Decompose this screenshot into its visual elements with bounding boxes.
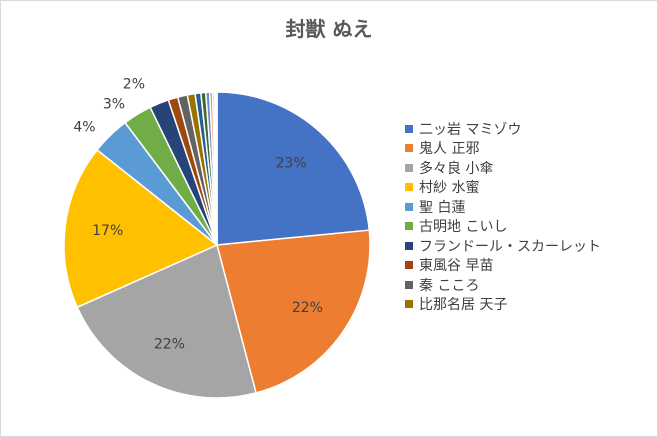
legend-item: 聖 白蓮 [405, 197, 601, 217]
legend-item: フランドール・スカーレット [405, 236, 601, 256]
pie-slice [76, 243, 257, 399]
legend-swatch [405, 222, 413, 231]
legend-swatch [405, 280, 413, 289]
legend-item: 古明地 こいし [405, 217, 601, 237]
legend-swatch [405, 163, 413, 172]
legend-swatch [405, 261, 413, 270]
data-label: 4% [73, 119, 95, 135]
legend-item: 多々良 小傘 [405, 158, 601, 178]
legend-swatch [405, 202, 413, 211]
legend-item: 秦 こころ [405, 275, 601, 295]
legend-label: 多々良 小傘 [419, 160, 494, 177]
legend-label: 比那名居 天子 [419, 297, 508, 314]
legend-swatch [405, 300, 413, 309]
legend-label: 村紗 水蜜 [419, 180, 480, 197]
legend-label: 秦 こころ [419, 277, 480, 294]
legend-swatch [405, 241, 413, 250]
data-label: 2% [123, 76, 145, 92]
legend: 二ッ岩 マミゾウ 鬼人 正邪多々良 小傘 村紗 水蜜聖 白蓮古明地 こいしフランドー… [405, 119, 601, 314]
data-label: 17% [92, 223, 123, 239]
pie-slice [216, 229, 371, 394]
legend-label: フランドール・スカーレット [419, 238, 601, 255]
pie-slice [63, 148, 219, 309]
pie-slice [216, 91, 371, 246]
legend-item: 比那名居 天子 [405, 295, 601, 315]
data-label: 23% [275, 155, 306, 171]
legend-label: 二ッ岩 マミゾウ [419, 121, 522, 138]
legend-item: 村紗 水蜜 [405, 178, 601, 198]
legend-item: 二ッ岩 マミゾウ [405, 119, 601, 139]
data-label: 22% [154, 336, 185, 352]
data-label: 22% [292, 300, 323, 316]
legend-label: 聖 白蓮 [419, 199, 466, 216]
data-label: 3% [103, 96, 125, 112]
pie-slice [215, 91, 218, 246]
legend-item: 鬼人 正邪 [405, 139, 601, 159]
legend-label: 古明地 こいし [419, 219, 508, 236]
legend-swatch [405, 183, 413, 192]
chart-title: 封獣 ぬえ [285, 17, 373, 41]
legend-label: 鬼人 正邪 [419, 141, 480, 158]
legend-swatch [405, 124, 413, 133]
legend-item: 東風谷 早苗 [405, 256, 601, 276]
legend-swatch [405, 144, 413, 153]
legend-label: 東風谷 早苗 [419, 258, 494, 275]
